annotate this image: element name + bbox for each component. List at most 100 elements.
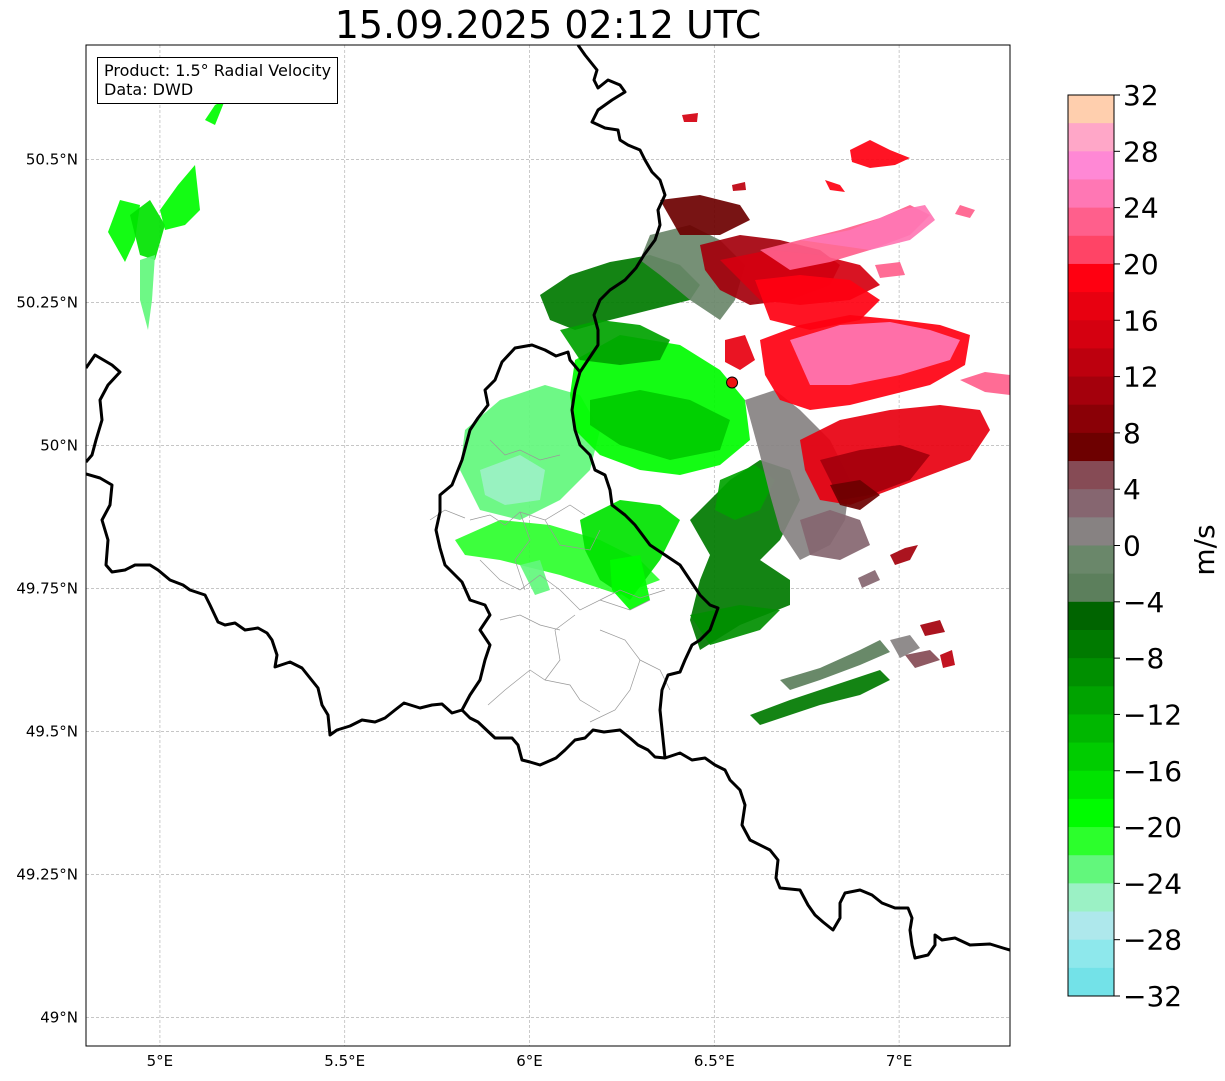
velocity-echo	[825, 180, 845, 192]
velocity-echo	[725, 335, 755, 370]
velocity-echo	[520, 560, 550, 595]
colorbar-segment	[1068, 151, 1114, 180]
latitude-tick-label: 49.75°N	[16, 579, 78, 597]
colorbar-segment	[1068, 376, 1114, 406]
latitude-tick-label: 50.5°N	[26, 150, 78, 168]
velocity-echo	[732, 182, 746, 191]
colorbar-unit-label: m/s	[1188, 524, 1221, 575]
product-info-box: Product: 1.5° Radial Velocity Data: DWD	[97, 57, 339, 104]
admin-subdivisions	[429, 439, 671, 723]
plot-area: 5°E 5.5°E 6°E 6.5°E 7°E 50.5°N 50.25°N 50°N 49.…	[16, 44, 1011, 1070]
colorbar-segment	[1068, 432, 1114, 462]
colorbar-tick-label: 24	[1123, 192, 1159, 225]
velocity-echo	[830, 480, 880, 510]
latitude-axis: 50.5°N 50.25°N 50°N 49.75°N 49.5°N 49.25°N 49°…	[16, 150, 78, 1026]
colorbar-tick-label: 0	[1123, 530, 1141, 563]
velocity-echo	[955, 205, 975, 218]
velocity-echo	[590, 390, 730, 460]
colorbar-tick-label: −24	[1123, 867, 1182, 900]
product-label: Product: 1.5° Radial Velocity	[104, 61, 332, 80]
colorbar-tick-label: 28	[1123, 135, 1159, 168]
colorbar-segment	[1068, 827, 1114, 856]
colorbar-tick-label: 8	[1123, 417, 1141, 450]
map-title: 15.09.2025 02:12 UTC	[334, 3, 762, 47]
velocity-echo	[850, 140, 910, 168]
colorbar-segment	[1068, 404, 1114, 434]
colorbar-tick-label: −12	[1123, 698, 1182, 731]
colorbar-segment	[1068, 686, 1114, 715]
colorbar-segment	[1068, 939, 1114, 969]
colorbar-segment	[1068, 911, 1114, 941]
velocity-echo	[660, 195, 750, 235]
longitude-tick-label: 7°E	[886, 1052, 913, 1070]
latitude-tick-label: 49°N	[40, 1008, 78, 1026]
colorbar-segment	[1068, 517, 1114, 546]
colorbar-tick-label: −28	[1123, 924, 1182, 957]
velocity-echo	[920, 620, 945, 636]
colorbar-tick-label: 20	[1123, 248, 1159, 281]
colorbar-segment	[1068, 967, 1114, 997]
longitude-axis: 5°E 5.5°E 6°E 6.5°E 7°E	[147, 1052, 913, 1070]
velocity-echo	[890, 545, 918, 565]
colorbar-segment	[1068, 629, 1114, 659]
colorbar-unit: m/s	[1188, 524, 1221, 575]
velocity-echo	[890, 635, 920, 658]
velocity-echo	[610, 555, 650, 610]
colorbar-tick-label: −32	[1123, 980, 1182, 1013]
velocity-echoes	[108, 100, 1010, 725]
velocity-echo	[875, 262, 905, 278]
velocity-echo	[580, 500, 680, 600]
colorbar-segment	[1068, 320, 1114, 349]
velocity-echo	[960, 372, 1010, 395]
velocity-echo	[690, 605, 780, 645]
velocity-echo	[800, 205, 935, 250]
latitude-tick-label: 50°N	[40, 436, 78, 454]
colorbar-segment	[1068, 461, 1114, 490]
velocity-echo	[858, 570, 880, 588]
velocity-echo	[905, 650, 940, 668]
colorbar-tick-label: 16	[1123, 304, 1159, 337]
colorbar-tick-label: −20	[1123, 811, 1182, 844]
country-border-france-belgium	[86, 472, 1010, 960]
colorbar-segment	[1068, 235, 1114, 265]
colorbar-segment	[1068, 601, 1114, 631]
colorbar-segment	[1068, 123, 1114, 152]
colorbar-segment	[1068, 207, 1114, 237]
colorbar-segment	[1068, 798, 1114, 828]
longitude-tick-label: 5.5°E	[324, 1052, 365, 1070]
velocity-echo	[750, 670, 890, 725]
colorbar-segment	[1068, 348, 1114, 378]
colorbar-segment	[1068, 95, 1114, 124]
longitude-tick-label: 6.5°E	[694, 1052, 735, 1070]
velocity-echo	[715, 465, 775, 520]
country-border-germany-belgium	[576, 45, 667, 373]
velocity-echo	[140, 255, 155, 330]
latitude-tick-label: 49.5°N	[26, 722, 78, 740]
colorbar-segment	[1068, 658, 1114, 687]
colorbar-segment	[1068, 263, 1114, 293]
colorbar-segment	[1068, 855, 1114, 884]
velocity-echo	[560, 320, 670, 365]
colorbar-segment	[1068, 742, 1114, 772]
colorbar-tick-label: 12	[1123, 361, 1159, 394]
radar-site-marker	[726, 376, 739, 389]
velocity-echo	[940, 650, 955, 668]
velocity-echo	[800, 510, 870, 560]
colorbar-tick-label: 32	[1123, 79, 1159, 112]
colorbar-segment	[1068, 883, 1114, 913]
country-border-luxembourg	[434, 343, 720, 759]
colorbar-ticks: 32 28 24 20 16 12 8 4 0 −4 −8 −12 −16 −20 −24 −28 −32	[1114, 79, 1182, 1013]
velocity-echo	[790, 322, 960, 385]
plot-frame	[85, 44, 1011, 1047]
colorbar-segment	[1068, 714, 1114, 744]
colorbar-segment	[1068, 573, 1114, 603]
colorbar-segment	[1068, 545, 1114, 575]
colorbar-tick-label: −16	[1123, 755, 1182, 788]
velocity-echo	[480, 455, 545, 505]
latitude-tick-label: 50.25°N	[16, 293, 78, 311]
longitude-tick-label: 5°E	[147, 1052, 174, 1070]
data-source-label: Data: DWD	[104, 80, 194, 99]
colorbar-tick-label: −8	[1123, 642, 1164, 675]
latitude-tick-label: 49.25°N	[16, 865, 78, 883]
